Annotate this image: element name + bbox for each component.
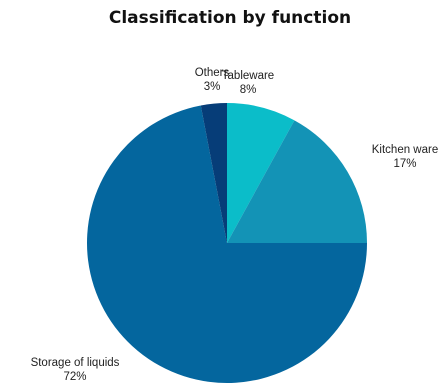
- pie-slice-tableware: [227, 103, 295, 243]
- slice-label-tableware: Tableware: [222, 70, 274, 82]
- slice-label-kitchen-ware: Kitchen ware: [372, 144, 438, 156]
- slice-label-others: Others: [195, 67, 230, 79]
- slice-label-storage-of-liquids: Storage of liquids: [31, 357, 120, 369]
- pie-slice-others: [200, 103, 227, 243]
- pie-slice-kitchen-ware: [227, 120, 367, 243]
- pie-slice-storage-of-liquids: [87, 105, 368, 384]
- slice-value-others: 3%: [204, 81, 221, 93]
- slice-value-kitchen-ware: 17%: [393, 158, 416, 170]
- chart-title: Classification by function: [109, 8, 351, 28]
- slice-value-tableware: 8%: [240, 84, 257, 96]
- pie-slices: [87, 103, 368, 384]
- slice-value-storage-of-liquids: 72%: [63, 371, 86, 383]
- pie-labels: Tableware 8% Kitchen ware 17% Storage of liq…: [31, 67, 439, 383]
